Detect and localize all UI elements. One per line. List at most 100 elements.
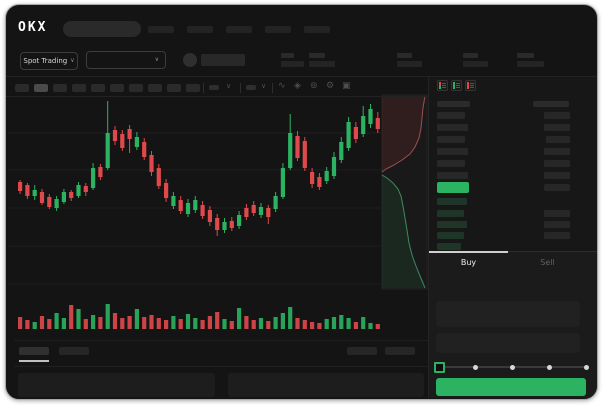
ask-price-placeholder: [437, 172, 468, 179]
interval-button[interactable]: [53, 84, 67, 92]
candlestick-chart[interactable]: [5, 4, 598, 400]
ticker-stat-label-placeholder: [463, 53, 478, 58]
bid-amount-placeholder: [544, 232, 570, 239]
ticker-stat-value-placeholder: [309, 61, 335, 67]
nav-item-placeholder[interactable]: [187, 26, 213, 33]
ask-amount-placeholder: [544, 172, 570, 179]
divider: [6, 76, 597, 77]
bottom-tab-placeholder[interactable]: [19, 347, 49, 355]
slider-stop[interactable]: [510, 365, 515, 370]
overlay-selector[interactable]: [246, 85, 256, 90]
ticker-stat-value-placeholder: [281, 61, 304, 67]
book-color-bar: [467, 82, 469, 89]
chevron-down-icon[interactable]: ∨: [226, 82, 232, 90]
bottom-tab-placeholder[interactable]: [59, 347, 89, 355]
bottom-panel-placeholder: [228, 373, 424, 397]
indicator-selector[interactable]: [209, 85, 219, 90]
book-lines: [442, 83, 446, 88]
orderbook-view-toggles: [437, 80, 476, 91]
interval-bar: [15, 84, 200, 92]
book-lines: [456, 83, 460, 88]
fullscreen-icon[interactable]: ▣: [342, 81, 351, 91]
chevron-down-icon[interactable]: ∨: [261, 82, 267, 90]
slider-handle[interactable]: [434, 362, 445, 373]
top-nav: [148, 26, 330, 33]
bid-amount-placeholder: [544, 221, 570, 228]
tab-sell[interactable]: Sell: [540, 258, 555, 267]
interval-button[interactable]: [15, 84, 29, 92]
slider-stop[interactable]: [547, 365, 552, 370]
app-window: OKX Spot Trading ∨ ∨ ∨ ∨ ∿: [5, 4, 598, 400]
bid-price-placeholder: [437, 210, 464, 217]
bottom-control-placeholder[interactable]: [347, 347, 377, 355]
curve-tool-icon[interactable]: ∿: [278, 81, 286, 91]
pair-name-placeholder: [201, 54, 245, 66]
interval-button[interactable]: [148, 84, 162, 92]
book-color-bar: [439, 82, 441, 89]
ticker-stat-label-placeholder: [281, 53, 294, 58]
ask-amount-placeholder: [544, 124, 570, 131]
divider: [6, 96, 429, 97]
buy-submit-button[interactable]: [436, 378, 586, 396]
interval-button[interactable]: [186, 84, 200, 92]
divider: [429, 251, 597, 252]
bid-price-placeholder: [437, 221, 467, 228]
book-lines: [470, 83, 474, 88]
interval-button[interactable]: [129, 84, 143, 92]
nav-item-placeholder[interactable]: [226, 26, 252, 33]
ticker-stat-value-placeholder: [463, 61, 488, 67]
divider: [203, 83, 204, 93]
bid-price-placeholder: [437, 198, 467, 205]
ask-price-placeholder: [437, 160, 465, 167]
nav-item-placeholder[interactable]: [304, 26, 330, 33]
search-input[interactable]: [63, 21, 141, 37]
depth-overlay: [381, 94, 428, 290]
interval-button[interactable]: [167, 84, 181, 92]
tab-buy[interactable]: Buy: [460, 258, 477, 267]
ask-amount-placeholder: [544, 160, 570, 167]
orderbook-header-placeholder: [533, 101, 569, 107]
ask-amount-placeholder: [546, 136, 570, 143]
bid-price-placeholder: [437, 243, 461, 250]
ticker-stat-label-placeholder: [517, 53, 534, 58]
price-input[interactable]: [436, 301, 580, 327]
ask-price-placeholder: [437, 124, 468, 131]
chevron-down-icon: ∨: [154, 56, 159, 63]
ask-price-placeholder: [437, 136, 465, 143]
chevron-down-icon: ∨: [70, 57, 75, 64]
divider: [428, 77, 429, 398]
market-type-selector[interactable]: Spot Trading ∨: [20, 52, 78, 70]
orderbook-amount-placeholder: [544, 184, 570, 191]
active-tab-indicator: [429, 251, 508, 253]
divider: [14, 340, 428, 341]
orderbook-view-bids-only-icon[interactable]: [451, 80, 462, 91]
pair-selector[interactable]: ∨: [86, 51, 166, 69]
orderbook-view-asks-only-icon[interactable]: [465, 80, 476, 91]
nav-item-placeholder[interactable]: [148, 26, 174, 33]
okx-logo[interactable]: OKX: [18, 20, 48, 35]
draw-tool-icon[interactable]: ◈: [294, 81, 301, 91]
ticker-stat-value-placeholder: [517, 61, 544, 67]
market-type-label: Spot Trading: [23, 57, 68, 65]
ask-amount-placeholder: [544, 112, 570, 119]
app-content: OKX Spot Trading ∨ ∨ ∨ ∨ ∿: [5, 4, 598, 400]
orderbook-view-combined-icon[interactable]: [437, 80, 448, 91]
camera-icon[interactable]: ⊚: [310, 81, 318, 91]
settings-gear-icon[interactable]: ⚙: [326, 81, 335, 91]
bottom-tab-active-indicator: [19, 360, 49, 362]
interval-button[interactable]: [91, 84, 105, 92]
slider-stop[interactable]: [584, 365, 589, 370]
last-price-badge[interactable]: [437, 182, 469, 193]
interval-button[interactable]: [110, 84, 124, 92]
ask-price-placeholder: [437, 112, 465, 119]
ticker-stat-label-placeholder: [397, 53, 412, 58]
interval-button[interactable]: [72, 84, 86, 92]
amount-input[interactable]: [436, 333, 580, 353]
slider-stop[interactable]: [473, 365, 478, 370]
orderbook-header-placeholder: [437, 101, 470, 107]
bid-amount-placeholder: [544, 210, 570, 217]
bottom-control-placeholder[interactable]: [385, 347, 415, 355]
nav-item-placeholder[interactable]: [265, 26, 291, 33]
interval-button[interactable]: [34, 84, 48, 92]
